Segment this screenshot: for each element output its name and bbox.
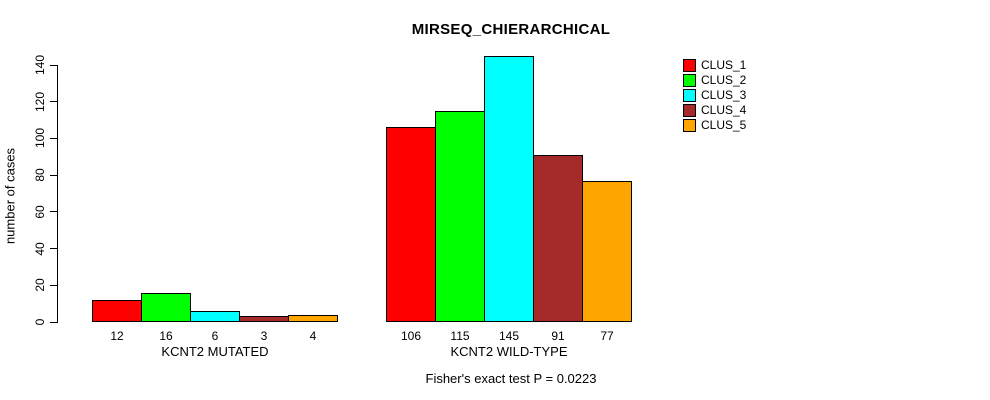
y-axis-tick: [50, 248, 57, 250]
chart-title: MIRSEQ_CHIERARCHICAL: [411, 21, 611, 38]
bar-clus_2-group2: [435, 111, 485, 322]
y-axis-tick-label: 40: [33, 241, 47, 256]
bar-value-label: 91: [551, 329, 565, 343]
y-axis-tick-label: 100: [33, 128, 47, 149]
legend-label: CLUS_5: [701, 118, 747, 132]
legend-swatch-clus_1: [683, 58, 696, 72]
y-axis-tick-label: 0: [33, 318, 47, 326]
y-axis-tick: [50, 284, 57, 286]
legend-swatch-clus_3: [683, 88, 696, 102]
y-axis-tick-label: 80: [33, 168, 47, 182]
legend-label: CLUS_3: [701, 88, 747, 102]
bar-value-label: 6: [211, 329, 219, 343]
bar-clus_3-group1: [190, 311, 240, 322]
statistical-test-note: Fisher's exact test P = 0.0223: [425, 371, 597, 386]
bar-clus_5-group2: [582, 181, 632, 322]
bar-value-label: 77: [600, 329, 614, 343]
y-axis-tick: [50, 321, 57, 323]
bar-clus_1-group2: [386, 127, 436, 322]
bar-clus_1-group1: [92, 300, 142, 322]
group-label: KCNT2 MUTATED: [161, 344, 269, 359]
bar-value-label: 115: [450, 329, 470, 343]
bar-clus_4-group1: [239, 316, 289, 322]
bar-value-label: 106: [400, 329, 422, 343]
bar-value-label: 3: [260, 329, 268, 343]
y-axis-tick: [50, 211, 57, 213]
y-axis-tick-label: 120: [33, 91, 47, 112]
bar-clus_2-group1: [141, 293, 191, 322]
y-axis-tick: [50, 137, 57, 139]
legend-label: CLUS_1: [701, 58, 747, 72]
y-axis-tick: [50, 101, 57, 103]
y-axis-tick: [50, 64, 57, 66]
y-axis-tick-label: 60: [33, 205, 47, 219]
y-axis-title: number of cases: [2, 147, 18, 245]
legend-swatch-clus_4: [683, 103, 696, 117]
legend-swatch-clus_5: [683, 118, 696, 132]
legend-swatch-clus_2: [683, 73, 696, 87]
group-label: KCNT2 WILD-TYPE: [450, 344, 568, 359]
bar-clus_3-group2: [484, 56, 534, 322]
bar-value-label: 4: [309, 329, 317, 343]
y-axis-tick-label: 140: [33, 54, 47, 76]
y-axis-tick: [50, 174, 57, 176]
legend-label: CLUS_2: [701, 73, 747, 87]
bar-value-label: 16: [159, 329, 173, 343]
y-axis-line: [57, 65, 58, 323]
bar-value-label: 145: [498, 329, 520, 343]
bar-clus_5-group1: [288, 315, 338, 322]
bar-value-label: 12: [110, 329, 124, 343]
legend-label: CLUS_4: [701, 103, 747, 117]
bar-clus_4-group2: [533, 155, 583, 322]
y-axis-tick-label: 20: [33, 278, 47, 292]
